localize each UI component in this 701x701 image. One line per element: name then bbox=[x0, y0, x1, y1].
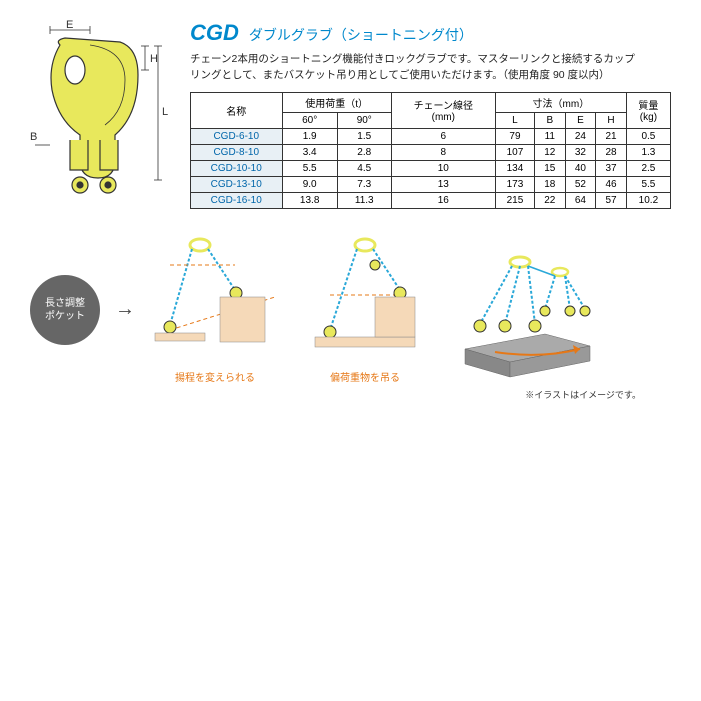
th-E: E bbox=[565, 112, 596, 128]
th-name: 名称 bbox=[191, 92, 283, 128]
th-B: B bbox=[535, 112, 566, 128]
dim-b-label: B bbox=[30, 131, 37, 143]
illustration-3 bbox=[450, 254, 600, 384]
th-L: L bbox=[495, 112, 534, 128]
th-H: H bbox=[596, 112, 627, 128]
dimension-diagram: E H L B bbox=[30, 20, 170, 215]
illustration-1: 揚程を変えられる bbox=[150, 235, 280, 384]
table-row: CGD-13-109.07.3131731852465.5 bbox=[191, 176, 671, 192]
th-dims: 寸法（mm） bbox=[495, 92, 626, 112]
table-row: CGD-10-105.54.5101341540372.5 bbox=[191, 160, 671, 176]
th-load: 使用荷重（t） bbox=[282, 92, 391, 112]
spec-table: 名称 使用荷重（t） チェーン線径 (mm) 寸法（mm） 質量 (kg) 60… bbox=[190, 92, 671, 209]
length-adjust-badge: 長さ調整 ポケット bbox=[30, 275, 100, 345]
th-chain: チェーン線径 (mm) bbox=[391, 92, 495, 128]
caption-1: 揚程を変えられる bbox=[175, 369, 255, 384]
th-mass: 質量 (kg) bbox=[626, 92, 670, 128]
th-90: 90° bbox=[337, 112, 391, 128]
dim-e-label: E bbox=[66, 20, 73, 31]
th-60: 60° bbox=[282, 112, 337, 128]
product-name: ダブルグラブ（ショートニング付） bbox=[249, 25, 473, 45]
table-row: CGD-8-103.42.881071232281.3 bbox=[191, 144, 671, 160]
product-description: チェーン2本用のショートニング機能付きロックグラブです。マスターリンクと接続する… bbox=[190, 52, 671, 84]
table-row: CGD-6-101.91.56791124210.5 bbox=[191, 128, 671, 144]
illustration-note: ※イラストはイメージです。 bbox=[30, 388, 671, 401]
caption-2: 偏荷重物を吊る bbox=[330, 369, 400, 384]
product-code: CGD bbox=[190, 20, 239, 46]
dim-h-label: H bbox=[150, 53, 158, 65]
table-row: CGD-16-1013.811.31621522645710.2 bbox=[191, 192, 671, 208]
dim-l-label: L bbox=[162, 106, 168, 118]
illustration-2: 偏荷重物を吊る bbox=[305, 235, 425, 384]
arrow-icon: → bbox=[115, 298, 135, 321]
